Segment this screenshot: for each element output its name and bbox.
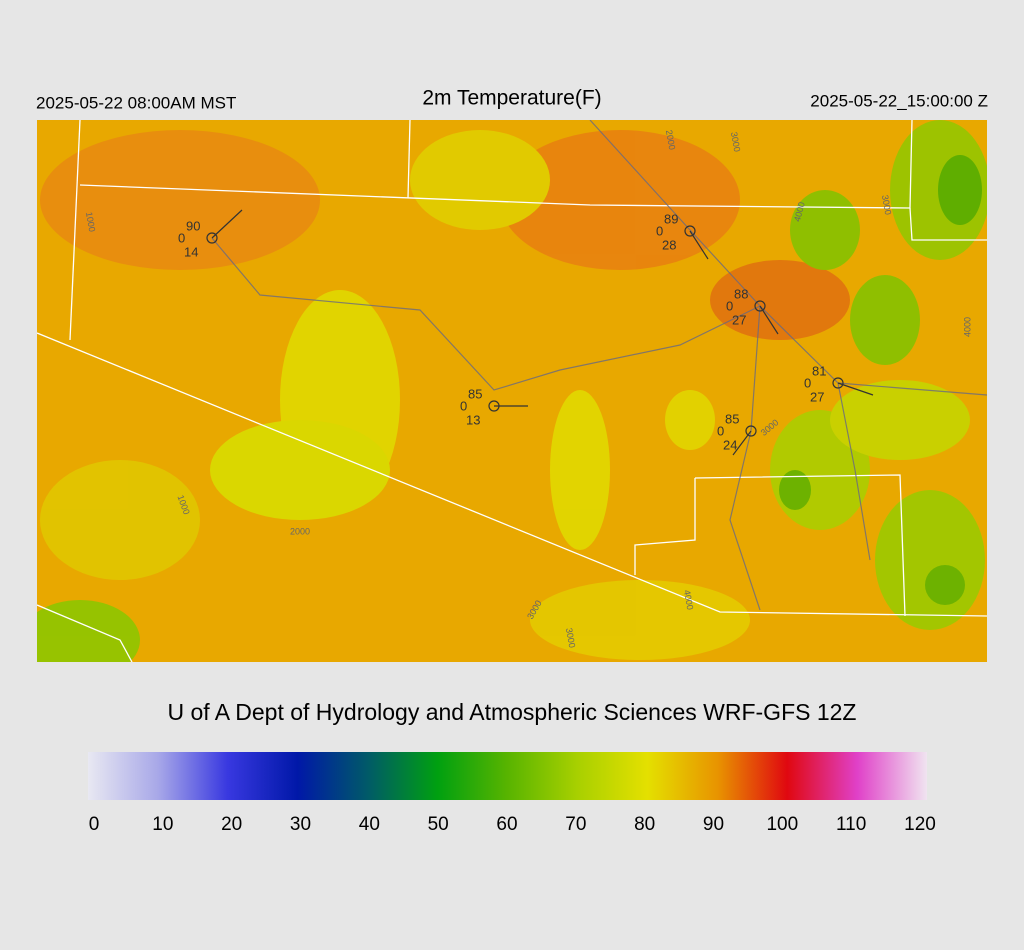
colorbar-tick-label: 70 bbox=[565, 814, 586, 835]
contour-label: 3000 bbox=[564, 627, 577, 648]
contour-label: 2000 bbox=[290, 526, 310, 536]
station bbox=[754, 300, 766, 312]
station-temp: 85 bbox=[468, 386, 482, 401]
wind-barb bbox=[211, 209, 243, 239]
station-temp: 90 bbox=[186, 218, 200, 233]
wind-barb bbox=[689, 230, 709, 260]
contour-label: 3000 bbox=[729, 131, 742, 152]
colorbar-tick-label: 0 bbox=[89, 814, 100, 835]
colorbar-tick-label: 80 bbox=[634, 814, 655, 835]
local-time: 2025-05-22 08:00AM MST bbox=[36, 93, 236, 112]
map-title: 2m Temperature(F) bbox=[422, 87, 601, 110]
colorbar-tick-label: 90 bbox=[703, 814, 724, 835]
colorbar-tick-label: 120 bbox=[904, 814, 936, 835]
station-dewpoint: 28 bbox=[662, 237, 676, 252]
station-pressure: 0 bbox=[717, 423, 724, 438]
station-dewpoint: 27 bbox=[732, 312, 746, 327]
map bbox=[37, 120, 987, 662]
station bbox=[745, 425, 757, 437]
contour-label: 3000 bbox=[880, 194, 893, 215]
contour-label: 2000 bbox=[664, 129, 677, 150]
station-dewpoint: 24 bbox=[723, 437, 737, 452]
colorbar-tick-label: 100 bbox=[766, 814, 798, 835]
station-dewpoint: 13 bbox=[466, 412, 480, 427]
station-temp: 88 bbox=[734, 286, 748, 301]
colorbar-tick-label: 40 bbox=[359, 814, 380, 835]
station-pressure: 0 bbox=[178, 230, 185, 245]
contour-label: 4000 bbox=[682, 589, 695, 610]
utc-time: 2025-05-22_15:00:00 Z bbox=[810, 91, 988, 110]
credit: U of A Dept of Hydrology and Atmospheric… bbox=[167, 699, 856, 725]
station bbox=[832, 377, 844, 389]
wind-barb bbox=[837, 382, 874, 396]
colorbar-tick-label: 10 bbox=[152, 814, 173, 835]
colorbar-tick-label: 30 bbox=[290, 814, 311, 835]
colorbar-tick-label: 20 bbox=[221, 814, 242, 835]
colorbar-tick-label: 50 bbox=[428, 814, 449, 835]
station bbox=[206, 232, 218, 244]
contour-label: 4000 bbox=[962, 317, 972, 337]
contour-label: 1000 bbox=[84, 211, 97, 232]
station bbox=[684, 225, 696, 237]
station-temp: 85 bbox=[725, 411, 739, 426]
colorbar bbox=[88, 752, 927, 800]
colorbar-tick-label: 110 bbox=[836, 814, 866, 835]
station-pressure: 0 bbox=[726, 298, 733, 313]
wind-barb bbox=[759, 305, 779, 335]
station-dewpoint: 27 bbox=[810, 389, 824, 404]
station-pressure: 0 bbox=[804, 375, 811, 390]
wind-barb bbox=[732, 430, 752, 456]
station-temp: 89 bbox=[664, 211, 678, 226]
station-pressure: 0 bbox=[460, 398, 467, 413]
colorbar-tick-label: 60 bbox=[496, 814, 517, 835]
station-temp: 81 bbox=[812, 363, 826, 378]
station-pressure: 0 bbox=[656, 223, 663, 238]
station-dewpoint: 14 bbox=[184, 244, 198, 259]
